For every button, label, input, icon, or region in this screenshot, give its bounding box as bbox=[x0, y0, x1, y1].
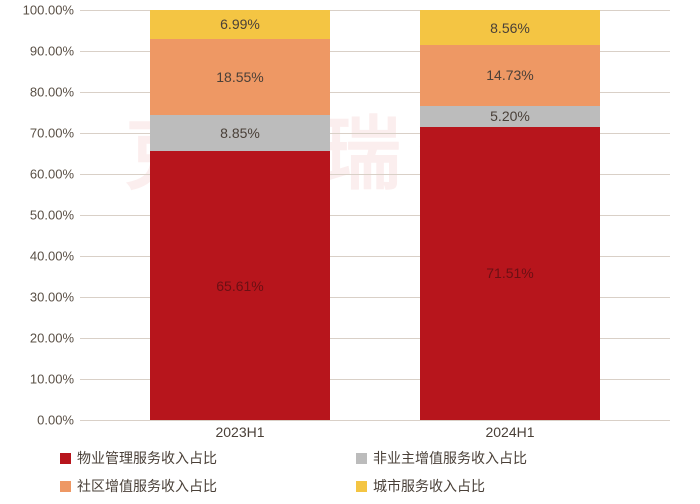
legend-item-property_mgmt: 物业管理服务收入占比 bbox=[60, 448, 320, 468]
y-tick-label: 30.00% bbox=[4, 290, 74, 305]
segment-community_vas: 18.55% bbox=[150, 39, 330, 115]
segment-non_owner_vas: 5.20% bbox=[420, 106, 600, 127]
legend-swatch bbox=[356, 481, 367, 492]
segment-property_mgmt: 71.51% bbox=[420, 127, 600, 420]
legend-item-non_owner_vas: 非业主增值服务收入占比 bbox=[356, 448, 616, 468]
bars-group: 65.61% 8.85% 18.55% 6.99% 71.51% 5.20% 14.73% 8… bbox=[80, 10, 670, 420]
legend-swatch bbox=[356, 453, 367, 464]
y-tick-label: 10.00% bbox=[4, 372, 74, 387]
chart-container: 克而瑞物管 65.61%8.85%18.55%6.99%71.51%5.20%1… bbox=[0, 0, 700, 502]
y-tick-label: 80.00% bbox=[4, 85, 74, 100]
y-tick-label: 60.00% bbox=[4, 167, 74, 182]
y-tick-label: 70.00% bbox=[4, 126, 74, 141]
gridline bbox=[80, 420, 670, 421]
legend-item-city_services: 城市服务收入占比 bbox=[356, 476, 616, 496]
y-tick-label: 0.00% bbox=[4, 413, 74, 428]
y-tick-label: 20.00% bbox=[4, 331, 74, 346]
segment-community_vas: 14.73% bbox=[420, 45, 600, 105]
segment-label: 14.73% bbox=[420, 67, 600, 83]
segment-label: 6.99% bbox=[150, 16, 330, 32]
y-tick-label: 40.00% bbox=[4, 249, 74, 264]
segment-label: 5.20% bbox=[420, 108, 600, 124]
bar-2023H1: 65.61% 8.85% 18.55% 6.99% bbox=[150, 10, 330, 420]
legend-label: 非业主增值服务收入占比 bbox=[373, 448, 527, 468]
legend-label: 物业管理服务收入占比 bbox=[77, 448, 217, 468]
legend-item-community_vas: 社区增值服务收入占比 bbox=[60, 476, 320, 496]
segment-non_owner_vas: 8.85% bbox=[150, 115, 330, 151]
segment-label: 8.85% bbox=[150, 125, 330, 141]
segment-label: 18.55% bbox=[150, 69, 330, 85]
y-tick-label: 100.00% bbox=[4, 3, 74, 18]
segment-city_services: 6.99% bbox=[150, 10, 330, 39]
x-tick-label: 2024H1 bbox=[420, 424, 600, 440]
plot-area: 65.61% 8.85% 18.55% 6.99% 71.51% 5.20% 14.73% 8… bbox=[80, 10, 670, 420]
segment-property_mgmt: 65.61% bbox=[150, 151, 330, 420]
segment-city_services: 8.56% bbox=[420, 10, 600, 45]
bar-2024H1: 71.51% 5.20% 14.73% 8.56% bbox=[420, 10, 600, 420]
y-tick-label: 90.00% bbox=[4, 44, 74, 59]
segment-label: 65.61% bbox=[150, 278, 330, 294]
segment-label: 8.56% bbox=[420, 20, 600, 36]
legend-label: 城市服务收入占比 bbox=[373, 476, 485, 496]
legend-swatch bbox=[60, 453, 71, 464]
segment-label: 71.51% bbox=[420, 265, 600, 281]
legend: 物业管理服务收入占比 非业主增值服务收入占比社区增值服务收入占比 城市服务收入占比 bbox=[60, 448, 680, 504]
legend-swatch bbox=[60, 481, 71, 492]
y-tick-label: 50.00% bbox=[4, 208, 74, 223]
legend-label: 社区增值服务收入占比 bbox=[77, 476, 217, 496]
x-tick-label: 2023H1 bbox=[150, 424, 330, 440]
